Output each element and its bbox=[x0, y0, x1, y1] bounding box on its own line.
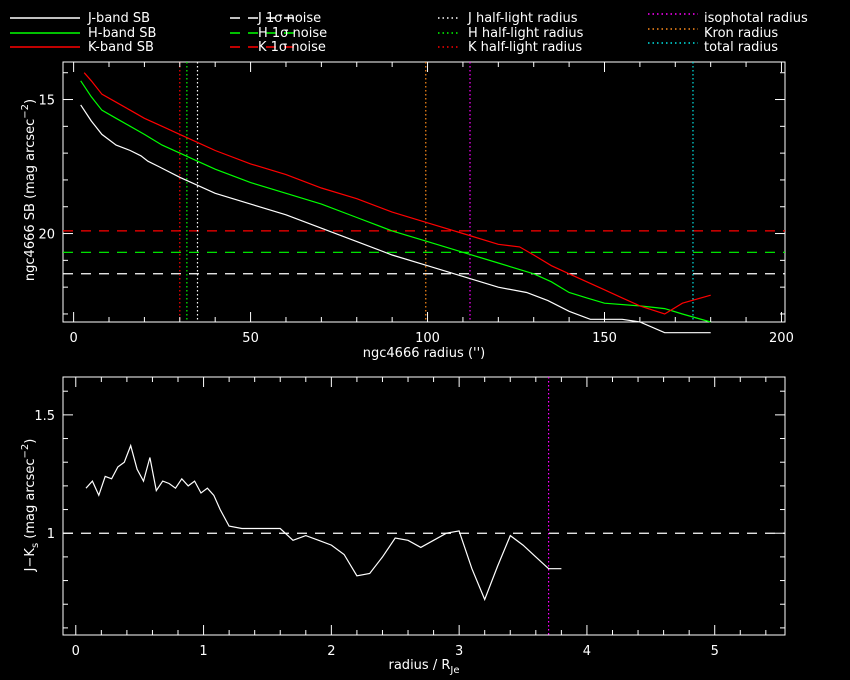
sb-y-axis-label: ngc4666 SB (mag arcsec−2) bbox=[20, 99, 38, 281]
sb-series bbox=[80, 72, 711, 334]
legend-label-j-1sigma-noise: J 1σ noise bbox=[257, 11, 321, 26]
sb-xtick-label: 0 bbox=[69, 331, 77, 346]
color-reference-lines bbox=[63, 377, 785, 635]
sb-xtick-label: 150 bbox=[592, 331, 617, 346]
sb-series-h-band-sb bbox=[80, 80, 711, 323]
surface-brightness-plot: 0 50 100 150 200 15 20 ngc4666 radius ('') ngc… bbox=[20, 61, 794, 361]
sb-xtick-label: 50 bbox=[242, 331, 259, 346]
legend-label-isophotal-radius: isophotal radius bbox=[704, 11, 808, 26]
legend-label-h-half-light-radius: H half-light radius bbox=[468, 26, 584, 41]
color-series-j-k-s bbox=[85, 443, 562, 602]
sb-ytick-label: 20 bbox=[38, 228, 55, 243]
legend-label-j-half-light-radius: J half-light radius bbox=[467, 11, 578, 26]
sb-xtick-label: 100 bbox=[415, 331, 440, 346]
color-plot-frame bbox=[62, 376, 786, 636]
legend-label-total-radius: total radius bbox=[704, 40, 778, 55]
color-profile-plot: 0 1 2 3 4 5 1 1.5 radius / RJe J−Ks (mag arcsec… bbox=[20, 376, 786, 676]
legend-label-h-band-sb: H-band SB bbox=[88, 26, 156, 41]
sb-axis-ticks: 0 50 100 150 200 15 20 bbox=[38, 62, 794, 346]
color-y-axis-label: J−Ks (mag arcsec−2) bbox=[20, 439, 41, 573]
sb-ytick-label: 15 bbox=[38, 94, 55, 109]
legend-label-k-band-sb: K-band SB bbox=[88, 40, 154, 55]
sb-x-axis-label: ngc4666 radius ('') bbox=[363, 346, 485, 361]
color-ytick-label: 1 bbox=[47, 527, 55, 542]
color-xtick-label: 2 bbox=[327, 644, 335, 659]
color-axis-ticks: 0 1 2 3 4 5 1 1.5 bbox=[34, 377, 785, 659]
color-xtick-label: 3 bbox=[455, 644, 463, 659]
color-xtick-label: 4 bbox=[583, 644, 591, 659]
color-series bbox=[85, 443, 562, 602]
legend-label-kron-radius: Kron radius bbox=[704, 26, 778, 41]
color-x-axis-label: radius / RJe bbox=[389, 658, 460, 676]
legend-label-k-half-light-radius: K half-light radius bbox=[468, 40, 582, 55]
sb-plot-frame bbox=[62, 61, 786, 323]
legend-label-j-band-sb: J-band SB bbox=[87, 11, 150, 26]
color-xtick-label: 5 bbox=[711, 644, 719, 659]
color-xtick-label: 1 bbox=[199, 644, 207, 659]
sb-series-k-band-sb bbox=[83, 72, 711, 315]
sb-series-j-band-sb bbox=[80, 104, 711, 334]
color-ytick-label: 1.5 bbox=[34, 409, 55, 424]
color-xtick-label: 0 bbox=[72, 644, 80, 659]
sb-reference-lines bbox=[63, 62, 785, 322]
legend-label-h-1sigma-noise: H 1σ noise bbox=[258, 26, 327, 41]
legend-label-k-1sigma-noise: K 1σ noise bbox=[258, 40, 326, 55]
sb-xtick-label: 200 bbox=[769, 331, 794, 346]
